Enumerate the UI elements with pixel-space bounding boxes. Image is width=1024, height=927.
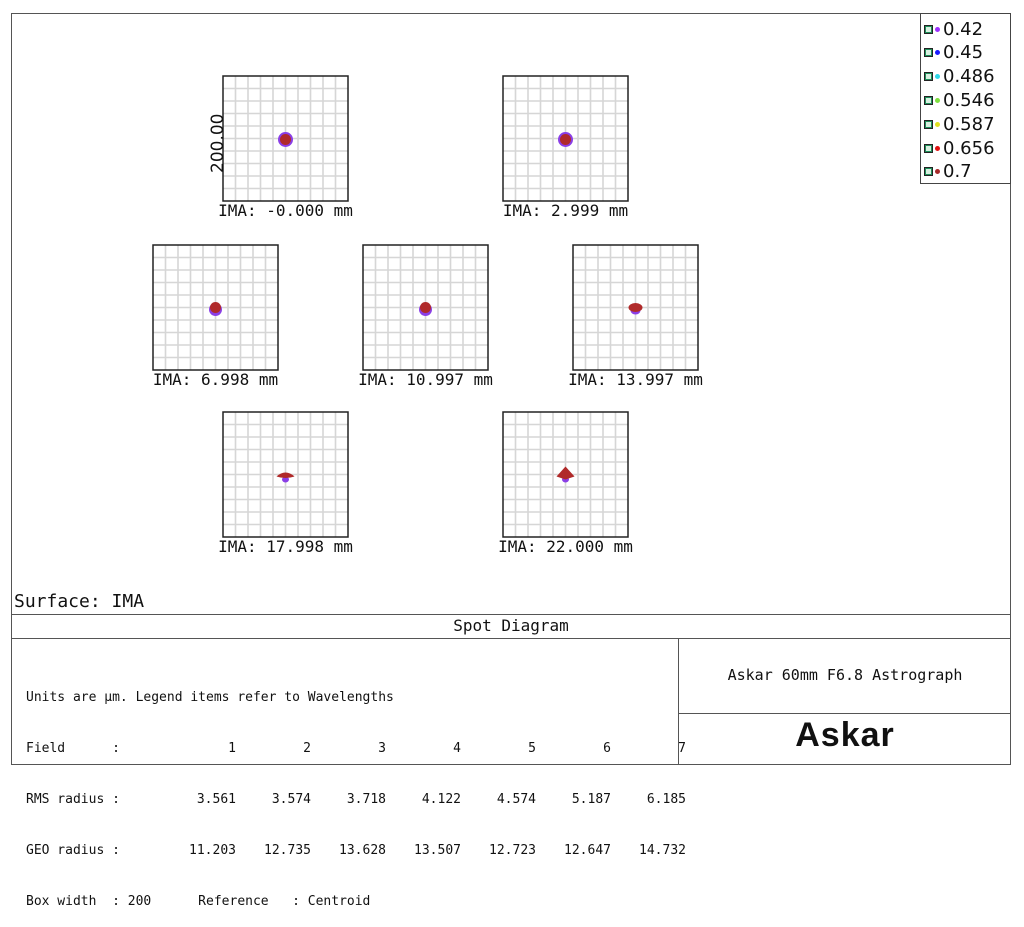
legend-item: 0.7: [924, 161, 972, 183]
spot-box-border: [572, 244, 699, 371]
legend-swatch-icon: [924, 95, 933, 105]
field-number: 7: [678, 741, 686, 756]
rms-row: RMS radius : 3.561 3.574 3.718 4.122 4.5…: [26, 791, 686, 808]
field-label: IMA: 10.997 mm: [358, 370, 493, 389]
brand-logo: Askar: [795, 716, 895, 754]
field-label: IMA: 6.998 mm: [153, 370, 278, 389]
field-label: IMA: 2.999 mm: [503, 201, 628, 220]
geo-value: 12.735: [264, 843, 311, 858]
legend-item: 0.486: [924, 66, 995, 88]
legend-color-dot: [935, 97, 940, 103]
legend-color-dot: [935, 121, 940, 127]
legend-swatch-icon: [924, 167, 933, 177]
legend-swatch-icon: [924, 143, 933, 153]
surface-label: Surface: IMA: [14, 591, 145, 612]
field-number: 4: [453, 741, 461, 756]
info-panel: Units are µm. Legend items refer to Wave…: [26, 655, 686, 927]
legend-label: 0.45: [943, 42, 984, 64]
rms-value: 4.122: [421, 792, 461, 807]
rms-value: 3.574: [271, 792, 311, 807]
legend-color-dot: [935, 169, 940, 175]
rms-value: 5.187: [571, 792, 611, 807]
geo-value: 12.723: [489, 843, 536, 858]
outer-border: [11, 13, 1011, 765]
geo-value: 12.647: [564, 843, 611, 858]
legend-item: 0.546: [924, 89, 995, 111]
rms-value: 4.574: [496, 792, 536, 807]
spot-box-border: [222, 75, 349, 202]
rms-value: 6.185: [646, 792, 686, 807]
field-header: Field :: [26, 741, 120, 756]
legend-item: 0.656: [924, 137, 995, 159]
rms-header: RMS radius :: [26, 792, 120, 807]
legend-swatch-icon: [924, 24, 933, 34]
legend-swatch-icon: [924, 119, 933, 129]
spot-box: IMA: 10.997 mm: [358, 244, 493, 389]
spot-pattern: [419, 302, 432, 316]
legend-label: 0.587: [943, 113, 995, 135]
geo-header: GEO radius :: [26, 843, 120, 858]
legend-item: 0.45: [924, 42, 983, 64]
box-width-line: Box width : 200 Reference : Centroid: [26, 894, 371, 909]
spot-box: IMA: 22.000 mm: [498, 411, 633, 556]
legend-label: 0.7: [943, 161, 972, 183]
geo-value: 13.628: [339, 843, 386, 858]
rms-value: 3.718: [346, 792, 386, 807]
spot-box-border: [222, 411, 349, 538]
field-label: IMA: 22.000 mm: [498, 537, 633, 556]
diagram-title: Spot Diagram: [453, 616, 569, 635]
spot-pattern: [209, 302, 222, 316]
field-label: IMA: -0.000 mm: [218, 201, 353, 220]
spot-box-border: [502, 75, 629, 202]
geo-value: 14.732: [639, 843, 686, 858]
legend-item: 0.587: [924, 113, 995, 135]
field-number: 5: [528, 741, 536, 756]
spot-pattern: [628, 303, 643, 315]
legend-color-dot: [935, 26, 940, 32]
field-number: 3: [378, 741, 386, 756]
spot-box: IMA: 17.998 mm: [218, 411, 353, 556]
spot-box-border: [502, 411, 629, 538]
spot-pattern: [276, 472, 295, 483]
legend-label: 0.42: [943, 18, 984, 40]
legend-color-dot: [935, 74, 940, 80]
legend-color-dot: [935, 50, 940, 56]
spot-pattern: [278, 132, 293, 147]
spot-box-border: [362, 244, 489, 371]
spot-box: IMA: -0.000 mm: [218, 75, 353, 220]
rms-value: 3.561: [196, 792, 236, 807]
spot-box: IMA: 13.997 mm: [568, 244, 703, 389]
legend-swatch-icon: [924, 72, 933, 82]
spot-pattern: [558, 132, 573, 147]
spot-box: IMA: 6.998 mm: [152, 244, 279, 389]
legend-label: 0.486: [943, 66, 995, 88]
field-row: Field : 1 2 3 4 5 6 7: [26, 740, 686, 757]
legend-color-dot: [935, 145, 940, 151]
geo-row: GEO radius : 11.203 12.735 13.628 13.507…: [26, 842, 686, 859]
spot-plots: IMA: -0.000 mm IMA: 2.999 mm IMA: 6.998 mm…: [152, 75, 703, 556]
legend-swatch-icon: [924, 48, 933, 58]
units-line: Units are µm. Legend items refer to Wave…: [26, 690, 394, 705]
field-label: IMA: 13.997 mm: [568, 370, 703, 389]
legend-label: 0.546: [943, 89, 995, 111]
spot-diagram-canvas: IMA: -0.000 mm IMA: 2.999 mm IMA: 6.998 mm…: [11, 13, 1011, 765]
field-number: 2: [303, 741, 311, 756]
spot-box-border: [152, 244, 279, 371]
legend-label: 0.656: [943, 137, 995, 159]
geo-value: 13.507: [414, 843, 461, 858]
field-label: IMA: 17.998 mm: [218, 537, 353, 556]
scale-label: 200.00: [208, 114, 228, 173]
spot-pattern: [556, 466, 575, 483]
geo-value: 11.203: [189, 843, 236, 858]
system-name: Askar 60mm F6.8 Astrograph: [727, 666, 963, 684]
legend-item: 0.42: [924, 18, 983, 40]
field-number: 6: [603, 741, 611, 756]
wavelength-legend: 0.42 0.45 0.486 0.546 0.587 0.656 0.7: [920, 13, 1011, 184]
spot-box: IMA: 2.999 mm: [502, 75, 629, 220]
field-number: 1: [228, 741, 236, 756]
